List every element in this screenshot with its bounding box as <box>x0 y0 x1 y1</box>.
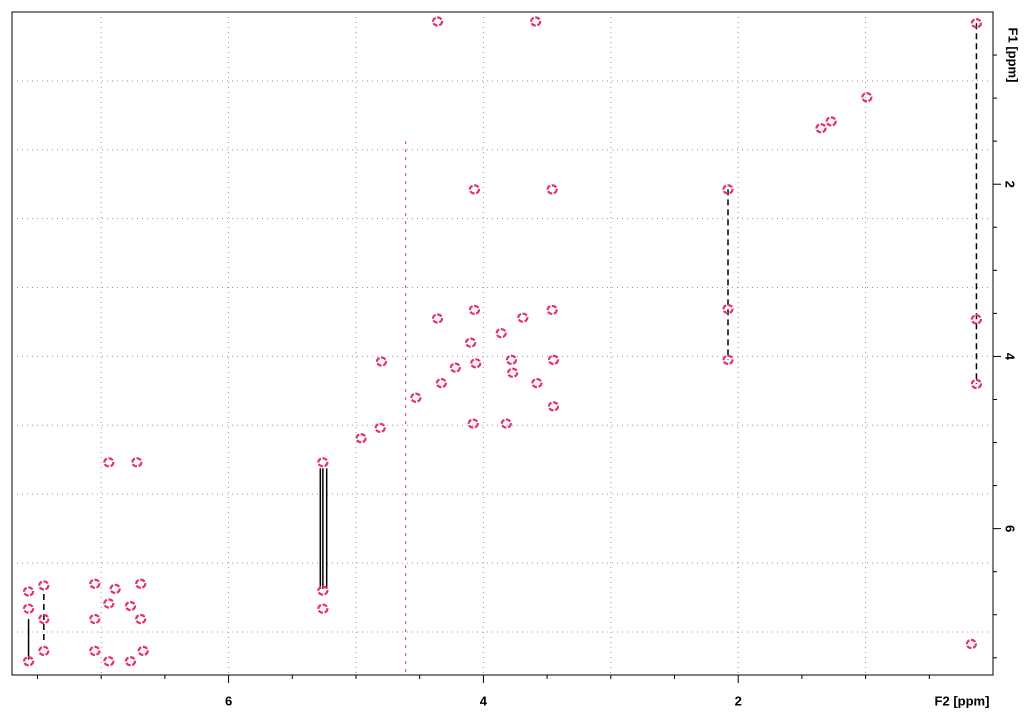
cross-peak <box>547 354 560 365</box>
cross-peak <box>965 638 977 650</box>
cross-peak <box>530 16 542 27</box>
cross-peak <box>861 92 873 103</box>
y-tick-label: 6 <box>1003 525 1018 532</box>
cross-peak <box>547 401 560 412</box>
cross-peak <box>38 613 50 625</box>
y-tick-label: 4 <box>1003 353 1018 361</box>
cross-peak <box>137 645 149 656</box>
cross-peak <box>722 354 734 365</box>
plot-frame <box>11 11 994 676</box>
x-tick-label: 6 <box>225 693 232 708</box>
cross-peak <box>970 314 983 325</box>
cross-peak <box>317 457 329 468</box>
cross-peak <box>435 378 447 389</box>
x-tick-label: 2 <box>735 693 742 708</box>
cross-peak <box>500 418 512 429</box>
cross-peak <box>317 603 329 614</box>
cross-peak <box>89 645 101 656</box>
x-tick-label: 4 <box>480 693 488 708</box>
cross-peak <box>546 304 558 316</box>
cross-peak <box>449 362 461 373</box>
cross-peak <box>970 378 983 390</box>
cross-peak <box>546 184 558 195</box>
cross-peak <box>124 656 137 667</box>
cross-peak <box>468 184 481 195</box>
cross-peak <box>22 586 35 597</box>
cross-peak <box>355 433 367 444</box>
cross-peak <box>495 328 507 339</box>
cross-peak <box>507 367 519 378</box>
cross-peak <box>135 578 147 589</box>
y-tick-label: 2 <box>1003 181 1018 188</box>
cross-peak <box>22 603 35 614</box>
cross-peak <box>531 378 543 389</box>
cross-peak <box>970 18 983 29</box>
cross-peak <box>103 457 115 468</box>
cross-peak <box>38 645 50 656</box>
cross-peak <box>722 184 734 195</box>
y-axis-label: F1 [ppm] <box>1006 28 1021 83</box>
cross-peak <box>374 422 386 433</box>
cross-peak <box>38 580 50 591</box>
cross-peak <box>109 583 121 594</box>
cross-peak <box>375 356 388 367</box>
cross-peak <box>103 598 115 609</box>
cross-peak <box>410 392 422 403</box>
cross-peak <box>89 613 101 625</box>
cross-peak <box>517 312 529 323</box>
x-axis-label: F2 [ppm] <box>935 693 990 708</box>
cross-peak <box>722 303 734 315</box>
cross-peak <box>468 304 481 316</box>
cross-peak <box>465 337 477 348</box>
cross-peak <box>470 358 482 369</box>
cross-peak <box>103 656 115 667</box>
cross-peak <box>135 613 147 625</box>
cross-peak <box>467 418 479 429</box>
cross-peak <box>825 116 837 127</box>
cross-peak <box>815 123 827 134</box>
cross-peak <box>317 585 329 596</box>
cross-peak <box>431 313 444 324</box>
cross-peak <box>89 578 101 589</box>
cross-peak <box>22 656 35 667</box>
cross-peak <box>431 16 444 27</box>
cross-peak <box>505 354 518 365</box>
cross-peak <box>131 457 143 468</box>
cross-peak <box>124 601 137 612</box>
